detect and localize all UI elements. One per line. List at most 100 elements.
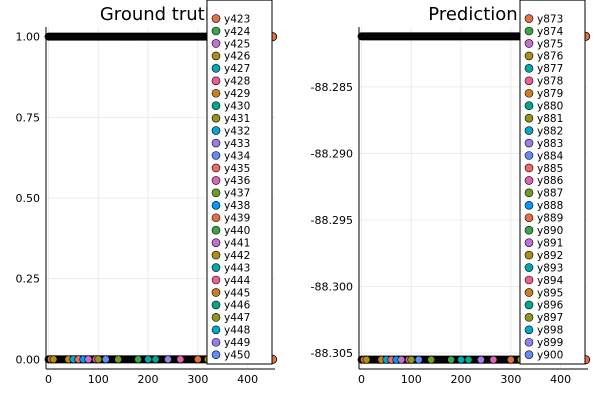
legend-label: y423 bbox=[224, 13, 250, 25]
legend-marker bbox=[524, 88, 534, 98]
legend-marker bbox=[211, 350, 221, 360]
legend-label: y425 bbox=[224, 38, 250, 50]
data-point bbox=[489, 355, 498, 364]
legend-label: y873 bbox=[537, 13, 563, 25]
legend-label: y900 bbox=[537, 350, 563, 362]
legend-label: y443 bbox=[224, 262, 250, 274]
y-tick-label: -88.295 bbox=[311, 214, 353, 227]
data-point bbox=[506, 355, 515, 364]
legend-marker bbox=[524, 263, 534, 272]
data-point bbox=[407, 355, 416, 364]
data-point bbox=[101, 355, 110, 364]
legend-label: y435 bbox=[224, 163, 250, 175]
legend-marker bbox=[211, 138, 221, 148]
legend-marker bbox=[524, 325, 534, 335]
data-point bbox=[49, 355, 58, 364]
legend-marker bbox=[211, 64, 221, 73]
data-point bbox=[427, 355, 436, 364]
ground-truth-panel: Ground truth 0 100 200 300 400 0.00 0.25 0.50 0.… bbox=[16, 0, 278, 386]
legend-marker bbox=[211, 76, 221, 86]
data-point bbox=[114, 355, 123, 364]
legend-marker bbox=[211, 163, 221, 173]
legend-label: y882 bbox=[537, 125, 563, 137]
legend-label: y893 bbox=[537, 262, 563, 274]
data-point bbox=[447, 355, 455, 364]
legend-marker bbox=[211, 176, 221, 185]
legend-label: y426 bbox=[224, 51, 251, 63]
legend-marker bbox=[211, 325, 221, 335]
prediction-panel: Prediction 0 100 200 300 400 -88.285 -88.290 -8… bbox=[311, 0, 591, 386]
x-tick-label: 400 bbox=[237, 373, 258, 386]
legend-marker bbox=[524, 313, 534, 322]
legend-marker bbox=[524, 51, 534, 61]
data-point bbox=[134, 355, 142, 364]
legend-label: y437 bbox=[224, 188, 250, 200]
x-tick-label: 300 bbox=[187, 373, 208, 386]
x-tick-label: 0 bbox=[45, 373, 52, 386]
legend-label: y444 bbox=[224, 275, 251, 287]
legend-label: y880 bbox=[537, 101, 563, 113]
legend-marker bbox=[524, 188, 534, 198]
data-point bbox=[176, 355, 185, 364]
legend-marker bbox=[211, 151, 221, 160]
legend-marker bbox=[524, 113, 534, 123]
legend-label: y436 bbox=[224, 175, 251, 187]
legend-label: y877 bbox=[537, 63, 563, 75]
legend-marker bbox=[524, 126, 534, 135]
legend-label: y445 bbox=[224, 287, 250, 299]
legend-marker bbox=[211, 213, 221, 223]
legend-label: y428 bbox=[224, 76, 250, 88]
legend-marker bbox=[524, 288, 534, 297]
data-point bbox=[362, 355, 371, 364]
legend-marker bbox=[524, 300, 534, 310]
legend-marker bbox=[211, 337, 221, 347]
legend-marker bbox=[211, 88, 221, 98]
legend-label: y899 bbox=[537, 337, 563, 349]
legend-label: y448 bbox=[224, 325, 250, 337]
legend-label: y881 bbox=[537, 113, 563, 125]
legend-marker bbox=[524, 76, 534, 86]
legend-label: y447 bbox=[224, 312, 250, 324]
legend-marker bbox=[211, 300, 221, 310]
x-tick-label: 200 bbox=[451, 373, 472, 386]
legend-label: y442 bbox=[224, 250, 250, 262]
y-tick-label: -88.290 bbox=[311, 147, 353, 160]
legend-marker bbox=[524, 238, 534, 247]
legend-label: y430 bbox=[224, 101, 250, 113]
legend-label: y890 bbox=[537, 225, 563, 237]
y-tick-label: -88.300 bbox=[311, 280, 353, 293]
x-tick-label: 100 bbox=[88, 373, 109, 386]
legend-marker bbox=[211, 275, 221, 285]
legend-label: y892 bbox=[537, 250, 563, 262]
legend-label: y450 bbox=[224, 350, 250, 362]
x-tick-label: 100 bbox=[401, 373, 422, 386]
x-tick-label: 400 bbox=[550, 373, 571, 386]
legend-label: y449 bbox=[224, 337, 250, 349]
legend-marker bbox=[211, 238, 221, 247]
legend-label: y427 bbox=[224, 63, 250, 75]
x-tick-label: 0 bbox=[358, 373, 365, 386]
data-point bbox=[164, 355, 172, 364]
y-tick-label: 0.50 bbox=[16, 192, 41, 205]
x-tick-label: 300 bbox=[500, 373, 521, 386]
legend-marker bbox=[524, 213, 534, 223]
tick-labels: 0 100 200 300 400 -88.285 -88.290 -88.295 -88.30… bbox=[311, 81, 572, 386]
legend-marker bbox=[211, 250, 221, 260]
legend-label: y424 bbox=[224, 26, 251, 38]
legend-label: y438 bbox=[224, 200, 250, 212]
legend-label: y876 bbox=[537, 51, 564, 63]
y-tick-label: -88.305 bbox=[311, 347, 353, 360]
data-point bbox=[84, 355, 93, 364]
legend-marker bbox=[211, 101, 221, 110]
data-point bbox=[414, 355, 423, 364]
legend-marker bbox=[211, 113, 221, 123]
legend-marker bbox=[524, 176, 534, 185]
legend-marker bbox=[211, 126, 221, 135]
legend-label: y895 bbox=[537, 287, 563, 299]
legend-marker bbox=[211, 201, 221, 210]
legend-label: y431 bbox=[224, 113, 250, 125]
legend-label: y429 bbox=[224, 88, 250, 100]
legend-label: y883 bbox=[537, 138, 563, 150]
legend-label: y446 bbox=[224, 300, 251, 312]
